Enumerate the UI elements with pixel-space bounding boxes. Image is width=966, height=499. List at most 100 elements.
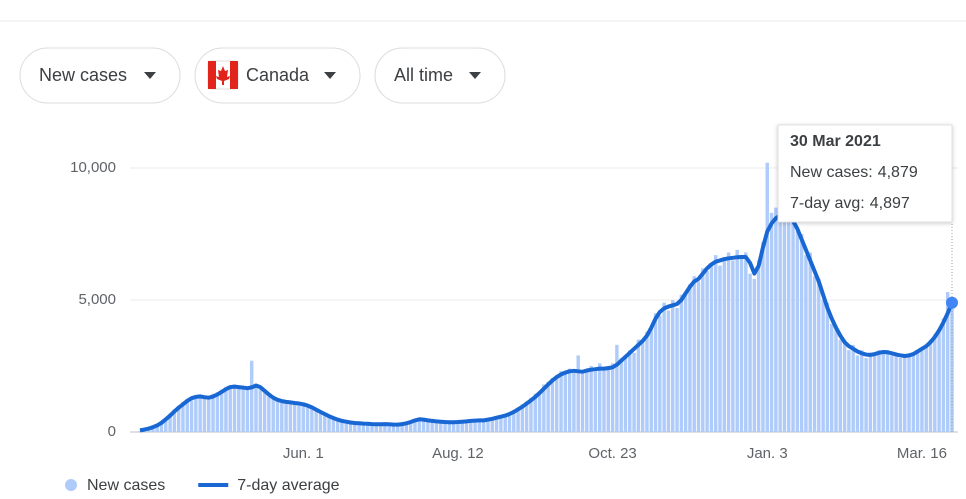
bar [726, 252, 731, 432]
bar [211, 393, 215, 432]
bar [649, 326, 653, 432]
bar [937, 329, 941, 432]
bar [838, 339, 843, 432]
bar [292, 401, 297, 432]
bar [297, 405, 301, 432]
range-dropdown[interactable]: All time [374, 47, 506, 104]
metric-dropdown[interactable]: New cases [19, 47, 181, 104]
bar [563, 373, 568, 432]
bar [344, 422, 348, 432]
bar [426, 420, 430, 432]
bar [941, 318, 946, 432]
average-line [139, 213, 954, 433]
bar [799, 234, 804, 432]
x-tick-label: Oct. 23 [588, 445, 636, 462]
bar [692, 276, 696, 432]
metric-label[interactable]: New cases [39, 65, 127, 85]
bar [172, 409, 177, 432]
bar [597, 363, 602, 432]
bar [168, 413, 172, 432]
bar [271, 399, 275, 432]
x-tick-label: Aug. 12 [432, 445, 484, 462]
tooltip: 30 Mar 2021 New cases: 4,879 7-day avg: 4,89… [777, 124, 958, 432]
bar [645, 331, 649, 432]
bar [739, 255, 744, 432]
bar [903, 354, 907, 432]
bar [469, 420, 473, 432]
bar [761, 241, 765, 432]
bar [636, 339, 641, 432]
bar [413, 419, 417, 432]
bar [722, 257, 727, 432]
bar [696, 281, 701, 432]
bar [456, 422, 460, 432]
bar [383, 422, 387, 432]
bar [138, 430, 142, 432]
bar [735, 249, 739, 432]
bar [812, 276, 817, 432]
bar [202, 395, 207, 432]
bar [950, 303, 954, 432]
bar [829, 323, 834, 432]
bar [159, 421, 164, 432]
bar [237, 385, 241, 432]
bar [778, 218, 782, 432]
bar [164, 420, 168, 432]
bar [439, 422, 443, 432]
bar [486, 418, 490, 432]
bar [795, 231, 800, 432]
bar [933, 334, 937, 432]
bar [550, 377, 555, 432]
tooltip-value: 4,897 [870, 195, 910, 212]
bar [151, 427, 155, 432]
bar [301, 402, 305, 432]
bar [580, 373, 585, 432]
bar [546, 381, 550, 432]
bar [533, 393, 537, 432]
bar [868, 352, 873, 432]
x-tick-label: Mar. 16 [897, 445, 947, 462]
bar [572, 372, 576, 432]
bar [898, 358, 903, 432]
bar [249, 360, 254, 432]
bar [267, 396, 271, 432]
bar [842, 339, 847, 432]
legend-swatch [65, 479, 77, 491]
bar [176, 405, 181, 432]
bar [701, 268, 705, 432]
region-dropdown[interactable]: Canada [194, 47, 361, 104]
axis: 0 5,000 10,000 Jun. 1 Aug. 12 Oct. 23 Jan. 3 Ma… [70, 159, 947, 462]
bar [348, 423, 353, 432]
legend-label: 7-day average [237, 477, 339, 494]
bar [232, 384, 237, 432]
bar [671, 300, 675, 432]
bar [718, 265, 722, 432]
bar [512, 410, 516, 432]
bar [752, 278, 757, 432]
legend: New cases 7-day average [65, 477, 340, 494]
bar [872, 355, 877, 432]
bar [194, 395, 198, 432]
bar [335, 420, 340, 432]
flag [207, 60, 239, 90]
bar [945, 292, 950, 432]
tooltip-row: 7-day avg: 4,897 [790, 195, 910, 212]
bar [559, 371, 563, 432]
bar [576, 355, 580, 432]
y-tick-label: 5,000 [78, 291, 116, 308]
bar [219, 389, 224, 432]
range-label[interactable]: All time [394, 65, 453, 85]
bar [460, 421, 464, 432]
region-label[interactable]: Canada [246, 65, 310, 85]
bar [490, 419, 495, 432]
bar [378, 424, 383, 432]
bar [928, 339, 933, 432]
bar [877, 350, 881, 432]
bar [610, 363, 615, 432]
bar [782, 204, 787, 432]
bars [138, 162, 954, 432]
tooltip-label: 7-day avg: [790, 195, 865, 212]
bar [361, 423, 366, 432]
bar [653, 313, 658, 432]
bar [241, 389, 245, 432]
